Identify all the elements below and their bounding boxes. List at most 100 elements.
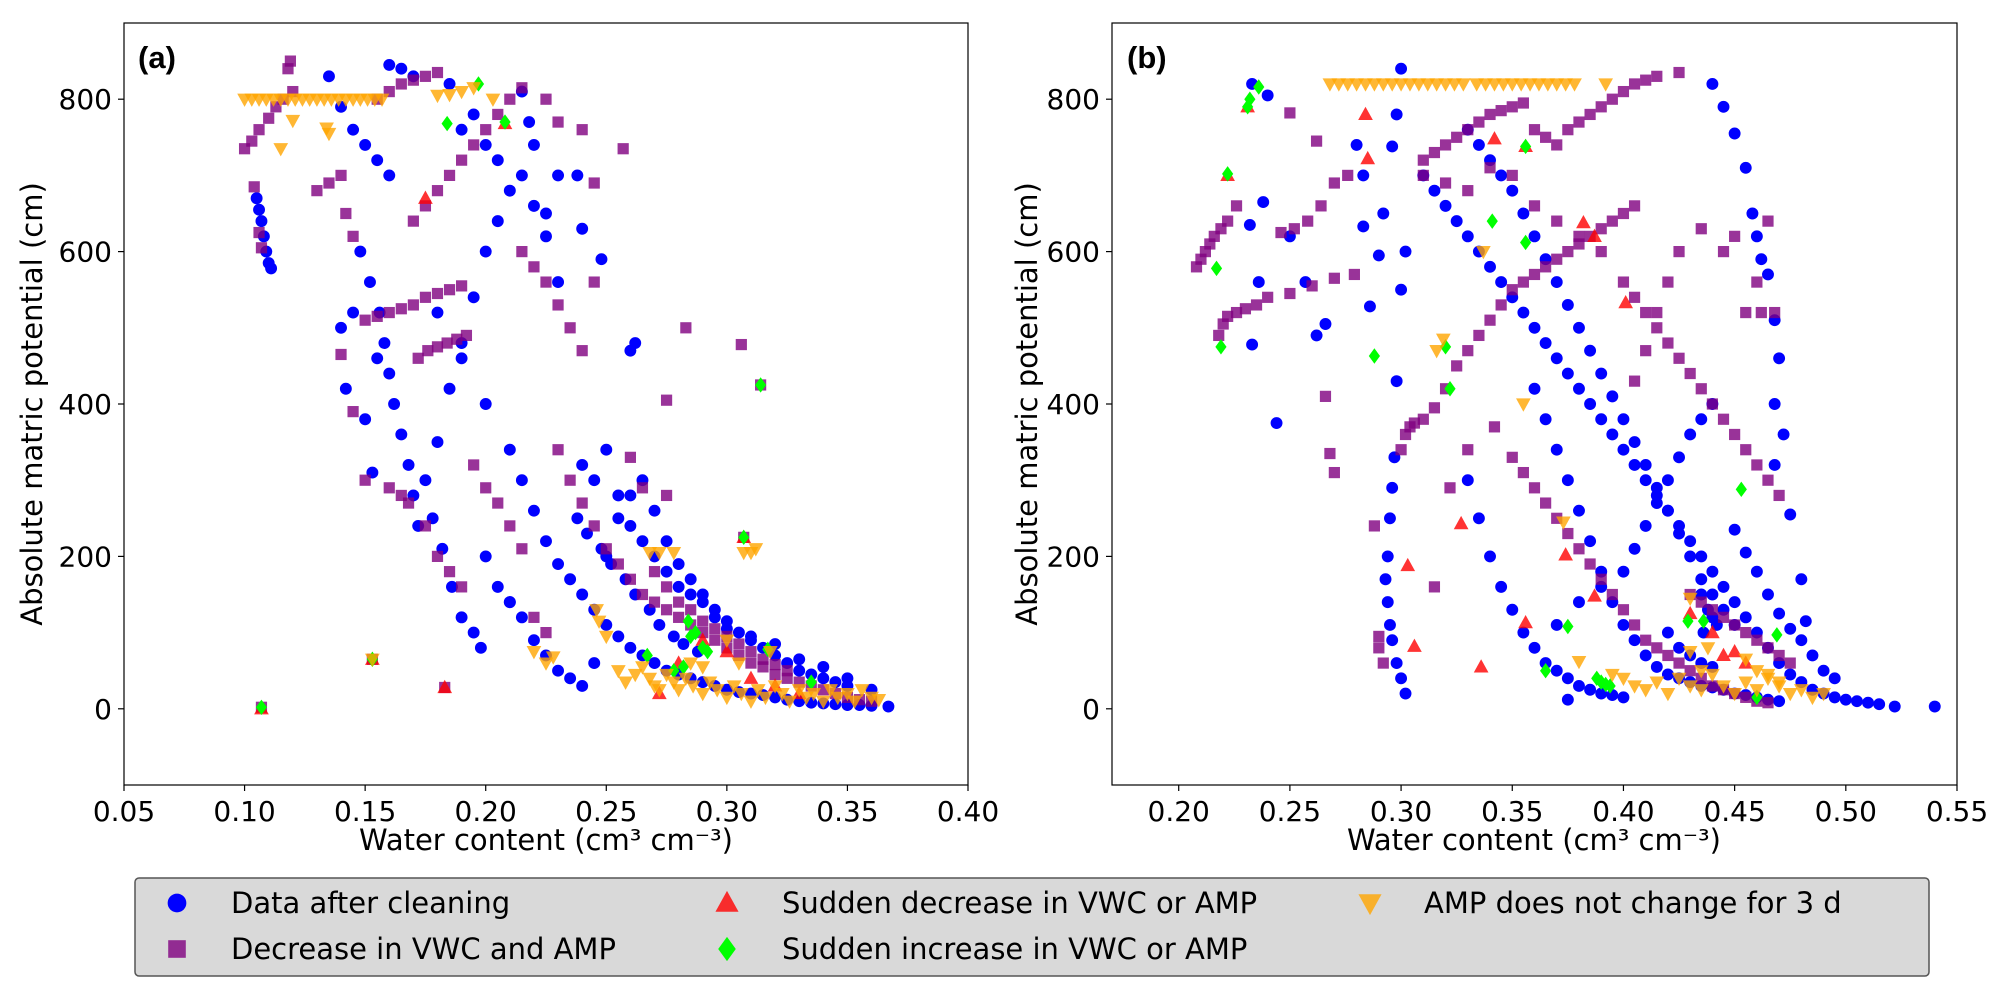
square-point [1651, 306, 1663, 319]
y-tick-label: 200 [59, 540, 112, 573]
circle-point [612, 512, 625, 525]
series-sudden-increase-in-vwc-or-amp [255, 76, 817, 715]
square-point [1706, 398, 1718, 410]
square-point [1551, 139, 1563, 151]
square-point [1284, 107, 1296, 119]
circle-point [1661, 668, 1674, 681]
triangle-down-point [799, 691, 814, 706]
triangle-up-point [1358, 106, 1373, 121]
square-point [1729, 230, 1741, 242]
triangle-up-legend-swatch [715, 890, 739, 912]
triangle-up-point [743, 670, 759, 684]
circle-point [1617, 443, 1630, 456]
circle-point [402, 459, 415, 471]
diamond-point [1486, 213, 1498, 229]
diamond-point [1682, 613, 1694, 629]
circle-point [1617, 691, 1630, 704]
circle-point [1381, 596, 1394, 609]
square-point [1751, 634, 1763, 646]
circle-point [1550, 352, 1563, 365]
circle-point [588, 657, 601, 670]
triangle-down-point [1455, 78, 1471, 92]
square-point [1617, 207, 1630, 220]
circle-point [1517, 207, 1530, 220]
circle-point [1363, 300, 1376, 313]
square-point [1673, 246, 1685, 258]
circle-point [1506, 184, 1519, 197]
circle-point [1888, 700, 1901, 713]
circle-point [1617, 413, 1630, 426]
circle-point [1584, 398, 1597, 410]
diamond-point [1604, 678, 1616, 694]
square-point [248, 181, 260, 193]
circle-point [1806, 649, 1819, 662]
square-point [1444, 482, 1456, 494]
panel-b: 0.20 0.25 0.30 0.35 0.40 0.45 0.50 0.55 0 200 400… [1010, 22, 1988, 857]
circle-point [564, 573, 577, 586]
circle-point [503, 596, 516, 609]
circle-point [467, 626, 480, 639]
square-point [769, 659, 781, 671]
square-point [383, 85, 395, 98]
circle-point [1773, 607, 1786, 620]
diamond-point [1368, 348, 1380, 364]
x-tick-label: 0.25 [575, 795, 637, 828]
square-point [407, 215, 419, 227]
square-point [1628, 619, 1641, 631]
diamond-point [1735, 481, 1747, 498]
circle-point [660, 565, 673, 578]
triangle-up-point [418, 190, 433, 204]
square-point [311, 185, 323, 197]
diamond-point [755, 377, 767, 393]
square-point [359, 314, 371, 326]
circle-point [571, 169, 584, 182]
triangle-up-point [719, 643, 735, 658]
square-point [1695, 223, 1707, 235]
triangle-up-point [1407, 638, 1422, 652]
x-tick-label: 0.10 [213, 795, 275, 828]
triangle-down-point [1782, 687, 1798, 702]
triangle-down-point [627, 668, 643, 683]
square-point [588, 177, 600, 189]
triangle-down-point [854, 684, 870, 698]
circle-point [479, 245, 492, 258]
square-point [323, 177, 335, 189]
y-axis-label-a: Absolute matric potential (cm) [15, 182, 49, 626]
square-point [1751, 459, 1763, 471]
square-point [419, 520, 432, 532]
circle-point [624, 489, 637, 502]
legend-diamond-marker-icon [718, 936, 736, 962]
triangle-down-point [1693, 665, 1709, 679]
x-tick-label: 0.35 [1481, 795, 1543, 828]
square-point [287, 85, 299, 98]
square-point [733, 649, 745, 662]
triangle-down-point [285, 114, 301, 129]
circle-point [1628, 436, 1641, 449]
square-point [588, 276, 600, 288]
square-point [443, 566, 456, 578]
triangle-up-point [1576, 214, 1591, 229]
square-point [504, 520, 516, 532]
square-point [1395, 444, 1407, 456]
triangle-down-point [1598, 78, 1614, 92]
diamond-point [1444, 381, 1456, 397]
triangle-down-point [758, 691, 773, 706]
square-point [1695, 596, 1707, 608]
x-tick-label: 0.20 [1148, 795, 1210, 828]
square-point [624, 573, 636, 585]
series-amp-does-not-change-for-3-d [237, 82, 887, 709]
circle-point [624, 519, 637, 532]
square-point [1584, 558, 1596, 570]
circle-point [1381, 550, 1394, 563]
circle-point [1828, 691, 1841, 704]
circle-point [1561, 367, 1574, 380]
circle-point [1472, 138, 1485, 151]
circle-point [1270, 417, 1283, 429]
square-point [1428, 402, 1441, 414]
square-point [1328, 466, 1340, 479]
square-point [1528, 482, 1541, 494]
square-point [1640, 74, 1652, 86]
triangle-down-point [1616, 672, 1631, 687]
circle-point [1661, 504, 1674, 517]
square-point [1204, 238, 1216, 250]
